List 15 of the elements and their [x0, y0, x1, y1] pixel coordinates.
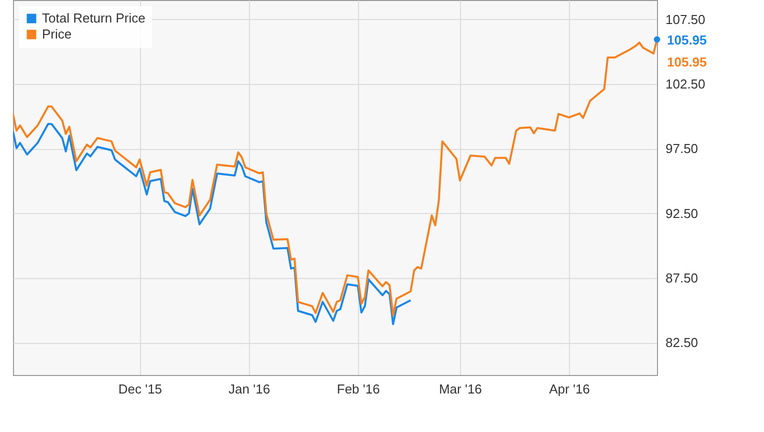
data-label: 105.95	[667, 54, 707, 70]
y-tick-label: 92.50	[666, 206, 698, 221]
y-tick-label: 102.50	[666, 76, 706, 92]
y-tick-label: 97.50	[666, 141, 698, 156]
data-label: 105.95	[667, 32, 707, 48]
legend-label: Total Return Price	[42, 10, 146, 26]
x-tick-label: Apr '16	[549, 382, 590, 396]
x-tick-label: Feb '16	[336, 382, 380, 396]
x-tick-label: Mar '16	[438, 382, 482, 396]
y-tick-label: 107.50	[666, 12, 706, 27]
x-tick-label: Dec '15	[118, 382, 162, 396]
y-tick-label: 87.50	[666, 270, 698, 286]
x-tick-label: Jan '16	[228, 382, 270, 396]
legend-label: Price	[42, 26, 72, 42]
y-tick-label: 82.50	[666, 335, 698, 350]
